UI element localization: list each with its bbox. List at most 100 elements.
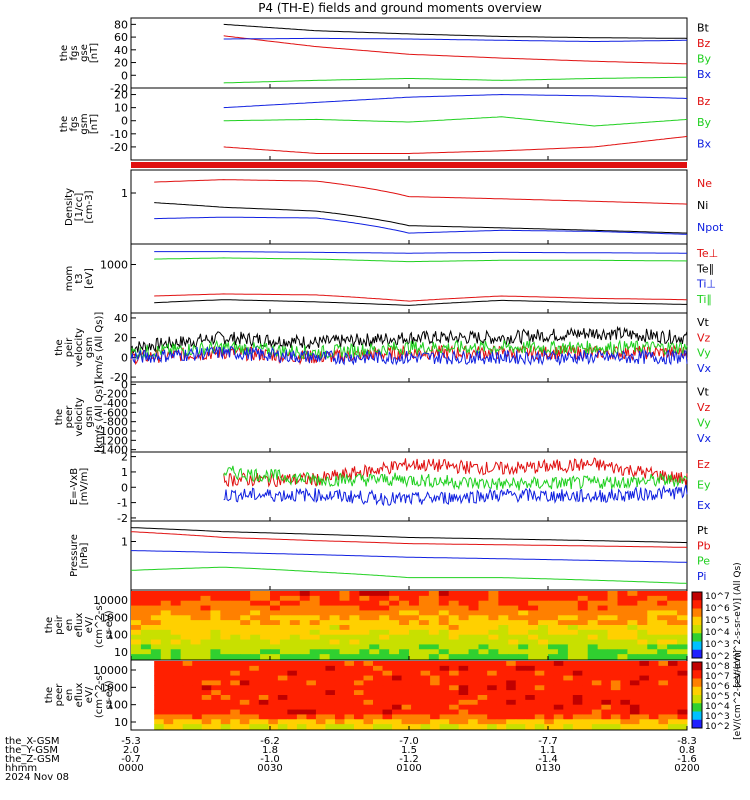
heatmap-cell [428,615,440,621]
heatmap-cell [648,685,659,691]
heatmap-cell [648,724,659,730]
heatmap-cell [508,615,519,621]
heatmap-cell [677,695,688,701]
heatmap-cell [477,680,488,686]
heatmap-cell [438,591,450,597]
heatmap-cell [392,661,403,667]
heatmap-cell [627,629,638,636]
heatmap-cell [150,595,162,602]
heatmap-cell [359,634,370,641]
heatmap-cell [240,649,251,655]
heatmap-cell [173,685,184,691]
heatmap-cell [488,610,499,616]
legend-Te⊥: Te⊥ [696,247,718,260]
heatmap-cell [582,675,593,681]
heatmap-cell [478,625,489,631]
heatmap-cell [289,591,301,597]
heatmap-cell [344,704,355,711]
panel-frame [130,381,688,453]
heatmap-cell [488,649,499,655]
heatmap-cell [544,665,555,672]
heatmap-cell [353,714,364,720]
heatmap-cell [319,605,331,611]
heatmap-cell [379,649,390,655]
heatmap-cell [468,670,479,677]
heatmap-cell [553,699,564,706]
heatmap-cell [591,695,602,701]
heatmap-cell [200,625,211,631]
heatmap-cell [287,704,298,711]
x-tick-value: 0000 [118,763,143,774]
heatmap-cell [287,709,298,715]
heatmap-cell [258,724,269,730]
heatmap-cell [260,605,271,611]
heatmap-cell [438,620,450,626]
heatmap-cell [150,649,162,655]
heatmap-cell [677,675,688,681]
heatmap-cell [306,695,317,701]
y-tick-label: 20 [114,332,128,345]
heatmap-cell [418,654,430,660]
heatmap-cell [506,719,517,725]
heatmap-cell [610,695,621,701]
heatmap-cell [677,600,688,607]
heatmap-cell [270,600,281,607]
heatmap-cell [315,714,326,720]
heatmap-cell [647,591,658,597]
heatmap-cell [478,595,489,602]
panel-peer_energy: thepeerenefluxeV/(cm^2-s-sr-eV)100001000… [44,650,743,740]
heatmap-cell [528,605,539,611]
x-tick-value: -8.3 [677,736,697,747]
heatmap-cell [240,629,251,636]
heatmap-cell [163,675,174,681]
heatmap-cell [647,605,658,611]
heatmap-cells [131,591,688,660]
colorbar-tick-label: 10^2 [705,722,730,732]
heatmap-cell [250,591,261,597]
heatmap-cell [508,634,519,641]
x-tick-value: -6.2 [260,736,280,747]
heatmap-cell [210,610,221,616]
heatmap-cell [477,709,488,715]
heatmap-cell [160,644,172,650]
heatmap-cell [567,610,579,616]
heatmap-cell [325,670,336,677]
heatmap-cell [220,615,231,621]
heatmap-cell [201,719,212,725]
heatmap-cell [515,704,526,711]
heatmap-cell [548,634,559,641]
heatmap-cell [544,675,555,681]
heatmap-cell [591,665,602,672]
heatmap-cell [353,670,364,677]
heatmap-cell [270,629,281,636]
heatmap-cell [498,654,509,660]
series-line-Vx [130,345,688,366]
heatmap-cell [647,625,658,631]
heatmap-cell [299,634,311,641]
heatmap-cell [563,704,574,711]
heatmap-cell [572,724,583,730]
y-tick-label: -600 [103,406,128,419]
heatmap-cell [620,714,631,720]
heatmap-cell [250,649,261,655]
heatmap-cell [430,699,441,706]
heatmap-cell [538,605,549,611]
y-tick-label: 1000 [100,681,128,694]
series-line-Pt [130,527,688,544]
heatmap-cell [538,629,549,636]
heatmap-cell [430,675,441,681]
heatmap-cell [620,719,631,725]
heatmap-cell [150,610,162,616]
heatmap-cell [647,600,658,607]
colorbar-swatch [692,625,702,634]
heatmap-cell [239,709,250,715]
heatmap-cell [487,675,498,681]
heatmap-cell [657,595,668,602]
heatmap-cell [299,649,311,655]
heatmap-cell [515,690,526,696]
legend-Te∥: Te∥ [696,262,714,275]
heatmap-cell [518,605,529,611]
heatmap-cell [439,714,450,720]
y-tick-label: 40 [114,44,128,57]
